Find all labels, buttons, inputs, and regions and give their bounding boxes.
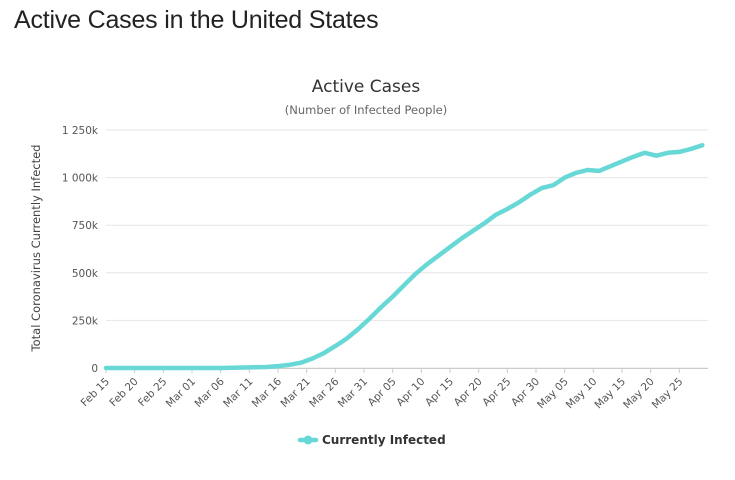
x-tick-label: Feb 20	[107, 376, 140, 409]
y-tick-label: 1 250k	[62, 125, 99, 137]
series-layer	[103, 142, 705, 371]
x-tick-label: Mar 26	[307, 375, 342, 410]
legend-marker	[303, 435, 313, 445]
x-tick-label: Apr 15	[423, 376, 456, 409]
x-tick-label: May 15	[592, 376, 628, 412]
x-tick-label: Mar 31	[336, 376, 370, 410]
y-axis-title: Total Coronavirus Currently Infected	[29, 145, 43, 353]
x-tick-label: Apr 20	[452, 376, 485, 409]
y-axis-ticks: 0 250k 500k 750k 1 000k 1 250k	[62, 125, 99, 375]
y-tick-label: 250k	[72, 315, 99, 327]
chart-subtitle: (Number of Infected People)	[285, 103, 447, 117]
x-tick-label: Apr 25	[480, 376, 513, 409]
x-tick-label: Mar 11	[221, 376, 255, 410]
x-tick-label: Feb 15	[79, 376, 112, 409]
x-tick-label: Apr 05	[366, 376, 399, 409]
page-heading: Active Cases in the United States	[14, 6, 379, 34]
x-tick-label: May 05	[535, 376, 571, 412]
grid-layer	[106, 129, 708, 369]
legend-label: Currently Infected	[322, 433, 446, 447]
x-tick-label: Mar 21	[278, 376, 312, 410]
x-tick-label: Mar 01	[164, 376, 198, 410]
y-tick-label: 1 000k	[62, 173, 99, 185]
y-tick-label: 750k	[72, 220, 99, 232]
x-tick-label: May 25	[650, 376, 686, 412]
x-tick-label: May 20	[621, 376, 657, 412]
y-tick-label: 0	[91, 363, 98, 375]
x-tick-label: May 10	[564, 376, 600, 412]
x-tick-label: Feb 25	[136, 376, 169, 409]
x-tick-label: Mar 06	[192, 375, 227, 410]
y-tick-label: 500k	[72, 268, 99, 280]
legend[interactable]: Currently Infected	[297, 433, 446, 447]
x-tick-label: Mar 16	[250, 375, 285, 410]
series-line-currently-infected	[103, 142, 705, 371]
chart-title: Active Cases	[312, 77, 421, 97]
x-tick-label: Apr 10	[394, 376, 427, 409]
